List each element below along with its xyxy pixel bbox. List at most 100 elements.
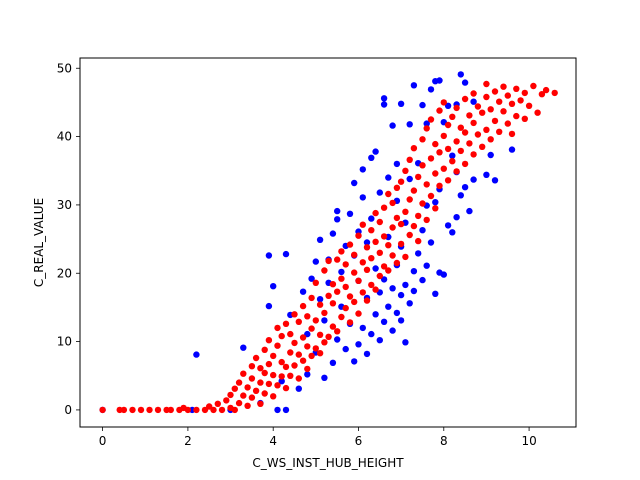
data-point xyxy=(423,120,430,127)
data-point xyxy=(406,121,413,128)
data-point xyxy=(406,231,413,239)
data-point xyxy=(299,357,307,364)
data-point xyxy=(257,379,264,386)
y-axis-label: C_REAL_VALUE xyxy=(32,198,46,287)
data-point xyxy=(342,261,349,268)
data-point xyxy=(444,177,452,184)
data-point xyxy=(329,281,337,288)
x-axis-label: C_WS_INST_HUB_HEIGHT xyxy=(252,456,404,470)
data-point xyxy=(380,204,388,211)
plot-frame xyxy=(79,57,577,428)
data-point xyxy=(402,208,409,215)
data-point xyxy=(508,130,516,138)
data-point xyxy=(321,317,328,324)
data-point xyxy=(402,281,409,289)
y-tick-label: 50 xyxy=(57,61,72,75)
data-point xyxy=(270,371,277,379)
data-point xyxy=(342,283,349,291)
data-point xyxy=(193,406,200,414)
data-point xyxy=(316,331,324,338)
data-point xyxy=(461,129,469,136)
data-point xyxy=(436,182,443,189)
data-point xyxy=(299,288,307,295)
data-point xyxy=(466,207,473,215)
data-point xyxy=(521,89,528,97)
data-point xyxy=(423,181,430,188)
data-point xyxy=(376,337,383,344)
data-point xyxy=(334,207,341,215)
y-tick-label: 40 xyxy=(57,130,72,144)
data-point xyxy=(376,249,383,256)
data-point xyxy=(389,285,396,292)
data-point xyxy=(282,406,290,414)
data-point xyxy=(308,325,315,332)
data-point xyxy=(295,318,302,325)
data-point xyxy=(295,351,302,358)
data-point xyxy=(372,286,379,293)
data-point xyxy=(542,86,550,94)
data-point xyxy=(372,238,379,245)
data-point xyxy=(321,309,328,317)
data-point xyxy=(346,241,354,248)
data-point xyxy=(282,384,290,392)
data-point xyxy=(440,132,447,140)
data-point xyxy=(397,178,405,185)
data-point xyxy=(240,344,247,351)
data-point xyxy=(334,328,341,335)
data-point xyxy=(334,336,341,343)
data-point xyxy=(432,205,439,212)
data-point xyxy=(427,239,435,246)
data-point xyxy=(274,406,281,414)
data-point xyxy=(265,380,273,388)
data-point xyxy=(402,253,409,261)
data-point xyxy=(316,236,324,243)
data-point xyxy=(423,125,430,132)
data-point xyxy=(483,80,490,88)
data-point xyxy=(248,394,256,401)
data-point xyxy=(240,392,247,399)
data-point xyxy=(466,140,473,147)
data-point xyxy=(368,281,375,289)
data-point xyxy=(154,406,162,414)
data-point xyxy=(389,252,396,259)
data-point xyxy=(129,406,136,414)
data-point xyxy=(389,122,396,129)
data-point xyxy=(351,251,358,258)
data-point xyxy=(461,95,469,103)
data-point xyxy=(487,106,494,113)
data-point xyxy=(457,124,464,131)
data-point xyxy=(410,287,418,295)
y-axis: 0 10 20 30 40 50 xyxy=(57,61,80,417)
data-point xyxy=(295,375,302,382)
data-point xyxy=(423,216,430,224)
data-point xyxy=(410,268,418,275)
data-point xyxy=(419,227,426,234)
data-point xyxy=(193,351,200,358)
data-point xyxy=(338,268,345,276)
data-point xyxy=(393,309,401,317)
data-point xyxy=(385,242,392,249)
data-point xyxy=(265,302,273,310)
data-point xyxy=(440,165,447,172)
data-point xyxy=(415,250,422,257)
data-point xyxy=(368,330,375,338)
data-point xyxy=(440,271,447,278)
data-point xyxy=(304,365,311,373)
data-point xyxy=(491,88,499,95)
y-tick-label: 10 xyxy=(57,335,72,349)
data-point xyxy=(397,220,405,228)
data-point xyxy=(436,149,443,156)
data-point xyxy=(372,148,379,155)
data-point xyxy=(406,300,413,307)
data-point xyxy=(308,275,315,282)
data-point xyxy=(385,174,392,181)
data-point xyxy=(282,363,290,371)
data-point xyxy=(321,374,328,381)
data-point xyxy=(214,400,221,407)
data-point xyxy=(449,229,456,236)
data-point xyxy=(479,143,486,150)
data-point xyxy=(235,399,243,407)
data-point xyxy=(295,385,302,392)
data-point xyxy=(355,310,362,317)
data-point xyxy=(427,86,435,93)
